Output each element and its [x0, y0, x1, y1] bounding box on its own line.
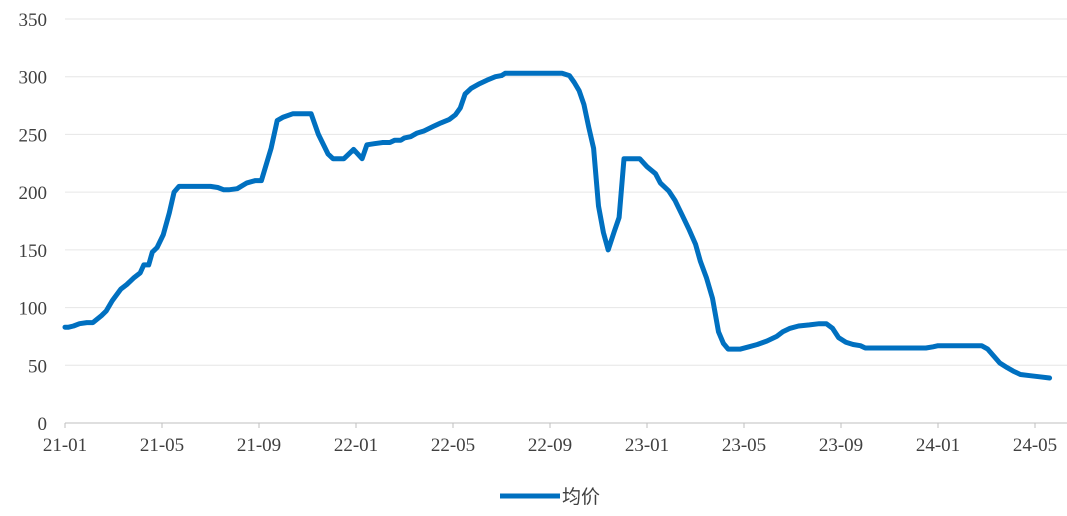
- x-tick-label: 22-05: [431, 435, 475, 456]
- x-axis-tickmarks: [64, 423, 1036, 428]
- x-tick-label: 23-01: [625, 435, 669, 456]
- y-tick-label: 0: [38, 414, 48, 435]
- x-tick-label: 22-01: [334, 435, 378, 456]
- x-tick-label: 21-05: [140, 435, 184, 456]
- x-tick-label: 24-01: [916, 435, 960, 456]
- y-tick-label: 150: [19, 241, 48, 262]
- y-tick-label: 100: [19, 299, 48, 320]
- x-tick-label: 21-01: [43, 435, 87, 456]
- x-tick-label: 23-05: [722, 435, 766, 456]
- x-tick-label: 22-09: [528, 435, 572, 456]
- x-tick-label: 24-05: [1013, 435, 1057, 456]
- y-tick-label: 50: [28, 356, 47, 377]
- x-tick-label: 21-09: [237, 435, 281, 456]
- legend: 均价: [500, 486, 600, 508]
- gridlines: [65, 18, 1067, 366]
- y-tick-label: 200: [19, 183, 48, 204]
- x-axis-ticks: 21-01 21-05 21-09 22-01 22-05 22-09 23-01 23-05…: [43, 435, 1057, 456]
- y-tick-label: 350: [19, 10, 48, 31]
- x-tick-label: 23-09: [819, 435, 863, 456]
- series-group: [62, 70, 1053, 381]
- legend-label: 均价: [562, 486, 600, 508]
- y-tick-label: 250: [19, 125, 48, 146]
- series-line-0: [62, 70, 1053, 381]
- y-tick-label: 300: [19, 68, 48, 89]
- y-axis-ticks: 0 50 100 150 200 250 300 350: [19, 10, 48, 435]
